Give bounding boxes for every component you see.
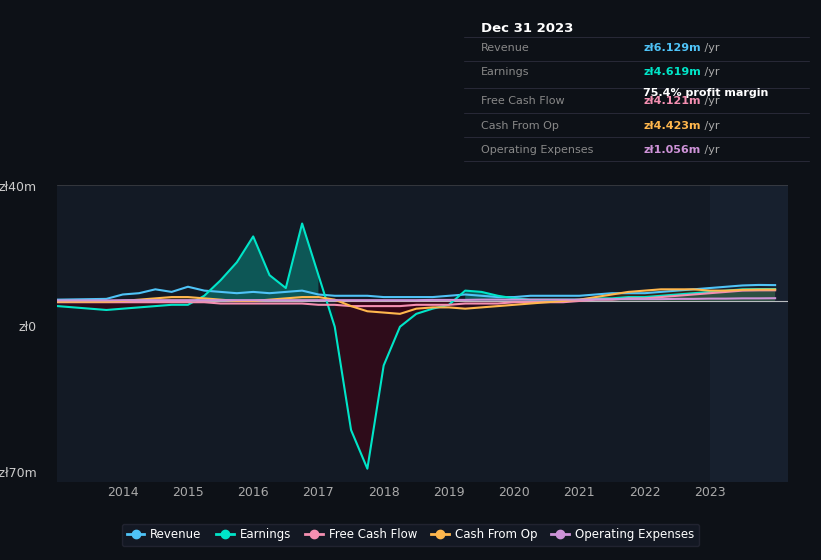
Text: /yr: /yr bbox=[701, 96, 719, 106]
Text: zł1.056m: zł1.056m bbox=[643, 145, 700, 155]
Text: /yr: /yr bbox=[701, 145, 719, 155]
Text: Free Cash Flow: Free Cash Flow bbox=[481, 96, 565, 106]
Text: /yr: /yr bbox=[701, 67, 719, 77]
Text: -zł70m: -zł70m bbox=[0, 466, 37, 480]
Text: zł6.129m: zł6.129m bbox=[643, 43, 701, 53]
Text: zł4.619m: zł4.619m bbox=[643, 67, 701, 77]
Text: zł40m: zł40m bbox=[0, 181, 37, 194]
Text: Revenue: Revenue bbox=[481, 43, 530, 53]
Text: zł0: zł0 bbox=[19, 321, 37, 334]
Text: zł4.423m: zł4.423m bbox=[643, 122, 700, 132]
Text: 75.4% profit margin: 75.4% profit margin bbox=[643, 88, 768, 98]
Legend: Revenue, Earnings, Free Cash Flow, Cash From Op, Operating Expenses: Revenue, Earnings, Free Cash Flow, Cash … bbox=[122, 524, 699, 546]
Text: Dec 31 2023: Dec 31 2023 bbox=[481, 22, 574, 35]
Text: Cash From Op: Cash From Op bbox=[481, 122, 559, 132]
Text: Operating Expenses: Operating Expenses bbox=[481, 145, 594, 155]
Text: zł4.121m: zł4.121m bbox=[643, 96, 700, 106]
Text: Earnings: Earnings bbox=[481, 67, 530, 77]
Text: /yr: /yr bbox=[701, 43, 719, 53]
Bar bbox=[710, 185, 788, 482]
Text: /yr: /yr bbox=[701, 122, 719, 132]
